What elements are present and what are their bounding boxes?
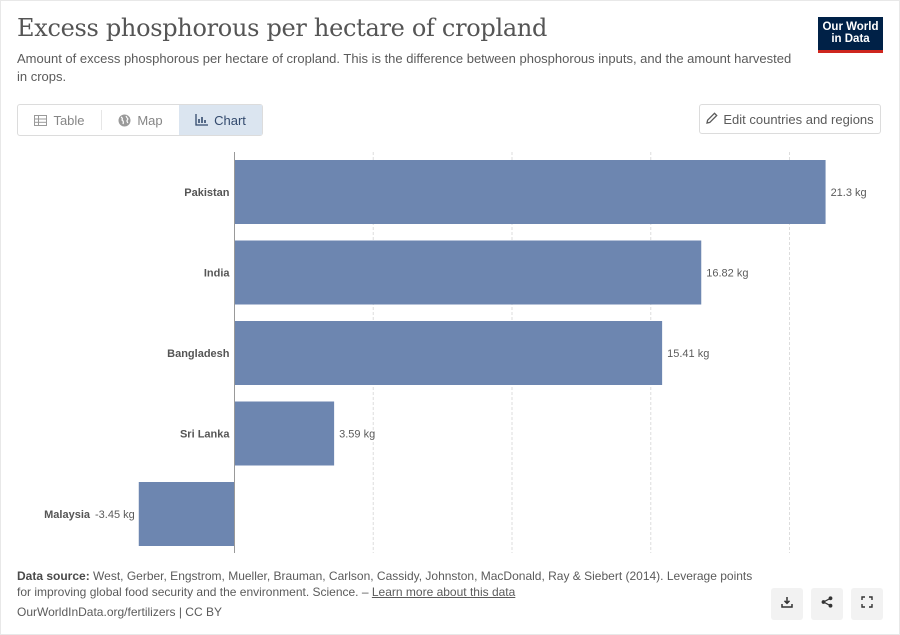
bar[interactable] bbox=[234, 401, 335, 466]
bars bbox=[138, 160, 826, 546]
labels: 21.3 kg Pakistan 16.82 kg India 15.41 kg Bang… bbox=[44, 187, 867, 521]
learn-more-link[interactable]: Learn more about this data bbox=[371, 585, 516, 599]
logo-line-1: Our World bbox=[822, 21, 879, 33]
category-label: Bangladesh bbox=[167, 348, 230, 360]
pencil-icon bbox=[706, 111, 718, 127]
view-tabs: Table Map Chart bbox=[17, 104, 263, 136]
tab-chart-label: Chart bbox=[214, 112, 246, 128]
bar[interactable] bbox=[234, 321, 663, 385]
bar[interactable] bbox=[234, 240, 702, 305]
category-label: Pakistan bbox=[184, 187, 230, 199]
tab-chart[interactable]: Chart bbox=[179, 105, 262, 135]
globe-icon bbox=[118, 114, 131, 127]
category-label: India bbox=[204, 268, 231, 280]
chart-subtitle: Amount of excess phosphorous per hectare… bbox=[17, 51, 792, 84]
fullscreen-icon bbox=[861, 595, 873, 613]
chart-title: Excess phosphorous per hectare of cropla… bbox=[17, 14, 548, 42]
tab-map[interactable]: Map bbox=[101, 110, 179, 130]
data-source: Data source: West, Gerber, Engstrom, Mue… bbox=[17, 568, 757, 600]
download-icon bbox=[781, 595, 793, 613]
bar-chart: 21.3 kg Pakistan 16.82 kg India 15.41 kg Bang… bbox=[44, 152, 867, 553]
share-button[interactable] bbox=[811, 588, 843, 620]
owid-logo[interactable]: Our World in Data bbox=[818, 17, 883, 53]
share-icon bbox=[821, 595, 833, 613]
credit-line: OurWorldInData.org/fertilizers | CC BY bbox=[17, 605, 222, 619]
source-label: Data source: bbox=[17, 569, 90, 583]
bar[interactable] bbox=[234, 160, 826, 224]
edit-countries-button[interactable]: Edit countries and regions bbox=[699, 104, 881, 134]
value-label: 21.3 kg bbox=[831, 187, 867, 199]
table-icon bbox=[34, 114, 48, 126]
chart-icon bbox=[195, 114, 209, 126]
source-text: West, Gerber, Engstrom, Mueller, Brauman… bbox=[17, 569, 753, 599]
logo-line-2: in Data bbox=[831, 33, 870, 45]
tab-map-label: Map bbox=[137, 112, 163, 128]
value-label: 15.41 kg bbox=[667, 348, 709, 360]
category-label: Malaysia bbox=[44, 509, 91, 521]
fullscreen-button[interactable] bbox=[851, 588, 883, 620]
bar[interactable] bbox=[138, 482, 235, 546]
tab-table[interactable]: Table bbox=[18, 105, 101, 135]
value-label: -3.45 kg bbox=[95, 509, 135, 521]
value-label: 16.82 kg bbox=[706, 268, 748, 280]
download-button[interactable] bbox=[771, 588, 803, 620]
edit-countries-label: Edit countries and regions bbox=[723, 111, 874, 127]
category-label: Sri Lanka bbox=[180, 429, 230, 441]
value-label: 3.59 kg bbox=[339, 429, 375, 441]
tab-table-label: Table bbox=[53, 112, 85, 128]
